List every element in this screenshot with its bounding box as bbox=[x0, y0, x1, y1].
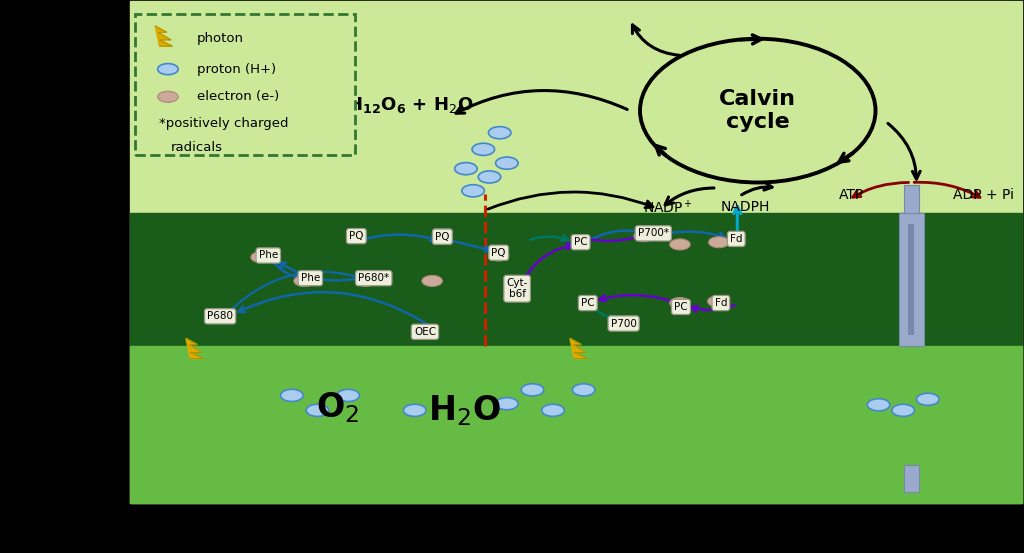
Circle shape bbox=[521, 384, 544, 396]
Text: NADPH: NADPH bbox=[721, 200, 770, 215]
Circle shape bbox=[670, 298, 690, 309]
Polygon shape bbox=[156, 26, 172, 46]
Circle shape bbox=[281, 389, 303, 401]
Circle shape bbox=[892, 404, 914, 416]
Circle shape bbox=[488, 127, 511, 139]
Circle shape bbox=[867, 399, 890, 411]
Text: P700: P700 bbox=[610, 319, 637, 328]
Circle shape bbox=[708, 296, 728, 307]
Text: P700*: P700* bbox=[638, 228, 669, 238]
Circle shape bbox=[542, 404, 564, 416]
Circle shape bbox=[158, 91, 178, 102]
Text: P680: P680 bbox=[207, 311, 233, 321]
Text: Cyt-
b6f: Cyt- b6f bbox=[507, 278, 527, 300]
Circle shape bbox=[422, 275, 442, 286]
FancyBboxPatch shape bbox=[135, 14, 355, 155]
Text: PQ: PQ bbox=[435, 232, 450, 242]
Circle shape bbox=[472, 143, 495, 155]
Circle shape bbox=[496, 398, 518, 410]
Circle shape bbox=[337, 389, 359, 401]
Circle shape bbox=[709, 237, 729, 248]
Circle shape bbox=[634, 231, 654, 242]
Text: PQ: PQ bbox=[349, 231, 364, 241]
Text: Phe: Phe bbox=[259, 251, 278, 260]
Bar bbox=[904, 185, 919, 213]
Circle shape bbox=[488, 250, 509, 261]
Text: ADP + Pi: ADP + Pi bbox=[952, 187, 1014, 202]
Circle shape bbox=[294, 275, 314, 286]
Circle shape bbox=[670, 239, 690, 250]
Circle shape bbox=[158, 64, 178, 75]
Circle shape bbox=[572, 384, 595, 396]
Text: electron (e-): electron (e-) bbox=[197, 90, 279, 103]
Circle shape bbox=[496, 157, 518, 169]
Polygon shape bbox=[186, 338, 203, 358]
Text: H$_2$O: H$_2$O bbox=[428, 393, 500, 427]
Circle shape bbox=[462, 185, 484, 197]
Text: ATP: ATP bbox=[840, 187, 864, 202]
Text: Fd: Fd bbox=[730, 234, 742, 244]
Text: proton (H+): proton (H+) bbox=[197, 62, 275, 76]
Text: PC: PC bbox=[581, 298, 595, 308]
Text: *positively charged: *positively charged bbox=[159, 117, 288, 130]
Circle shape bbox=[355, 275, 376, 286]
Bar bbox=[130, 346, 1022, 503]
Circle shape bbox=[251, 252, 271, 263]
Circle shape bbox=[478, 171, 501, 183]
Text: PC: PC bbox=[674, 302, 688, 312]
Text: NADP$^+$: NADP$^+$ bbox=[643, 199, 692, 216]
Circle shape bbox=[916, 393, 939, 405]
Circle shape bbox=[306, 404, 329, 416]
Text: OEC: OEC bbox=[414, 327, 436, 337]
Text: P680*: P680* bbox=[358, 273, 389, 283]
Text: Fd: Fd bbox=[715, 298, 727, 308]
Bar bbox=[904, 465, 919, 492]
Bar bbox=[899, 213, 924, 346]
Bar bbox=[130, 1, 1022, 503]
Text: PQ: PQ bbox=[492, 248, 506, 258]
Text: radicals: radicals bbox=[171, 141, 223, 154]
Text: PC: PC bbox=[573, 237, 588, 247]
Text: O$_2$: O$_2$ bbox=[316, 391, 359, 425]
Bar bbox=[908, 224, 914, 335]
Text: $\mathbf{C_6H_{12}O_6}$ + H$_2$O: $\mathbf{C_6H_{12}O_6}$ + H$_2$O bbox=[326, 95, 473, 115]
Bar bbox=[130, 213, 1022, 346]
Text: PQ: PQ bbox=[435, 232, 450, 242]
Text: Calvin
cycle: Calvin cycle bbox=[719, 89, 797, 132]
Text: Phe: Phe bbox=[301, 273, 319, 283]
Circle shape bbox=[403, 404, 426, 416]
Polygon shape bbox=[570, 338, 587, 358]
Text: photon: photon bbox=[197, 32, 244, 45]
Circle shape bbox=[455, 163, 477, 175]
